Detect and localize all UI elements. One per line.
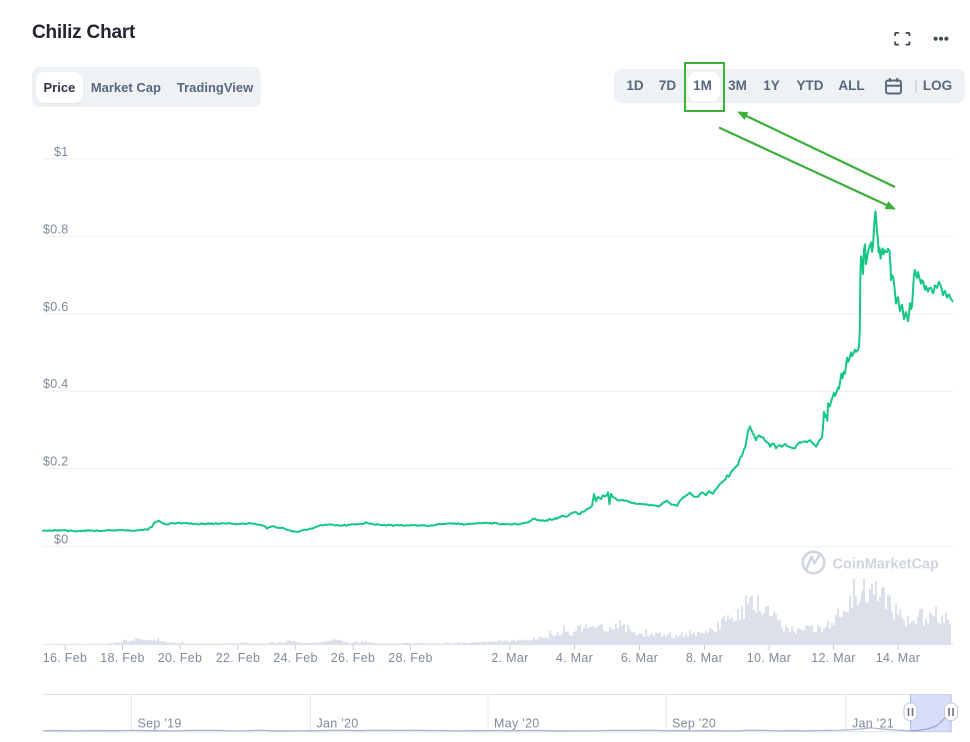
svg-text:May '20: May '20 — [494, 717, 539, 731]
svg-text:Sep '20: Sep '20 — [672, 717, 716, 731]
svg-text:22. Feb: 22. Feb — [216, 651, 261, 665]
svg-text:$0.6: $0.6 — [43, 300, 69, 314]
svg-text:6. Mar: 6. Mar — [621, 651, 658, 665]
svg-text:10. Mar: 10. Mar — [747, 651, 791, 665]
svg-text:8. Mar: 8. Mar — [686, 651, 723, 665]
svg-text:Sep '19: Sep '19 — [138, 717, 182, 731]
svg-text:$0.4: $0.4 — [43, 377, 69, 391]
svg-text:$0: $0 — [54, 533, 69, 547]
svg-text:CoinMarketCap: CoinMarketCap — [833, 557, 939, 573]
svg-text:20. Feb: 20. Feb — [158, 651, 203, 665]
svg-text:18. Feb: 18. Feb — [100, 651, 145, 665]
svg-text:$0.2: $0.2 — [43, 455, 69, 469]
svg-text:$0.8: $0.8 — [43, 222, 69, 236]
svg-text:Jan '20: Jan '20 — [317, 717, 359, 731]
svg-text:4. Mar: 4. Mar — [556, 651, 593, 665]
svg-text:$1: $1 — [54, 145, 69, 159]
svg-text:28. Feb: 28. Feb — [388, 651, 433, 665]
svg-text:24. Feb: 24. Feb — [273, 651, 318, 665]
svg-text:2. Mar: 2. Mar — [491, 651, 528, 665]
svg-text:Jan '21: Jan '21 — [852, 717, 894, 731]
svg-text:14. Mar: 14. Mar — [876, 651, 920, 665]
svg-text:26. Feb: 26. Feb — [331, 651, 376, 665]
svg-text:12. Mar: 12. Mar — [811, 651, 855, 665]
svg-text:16. Feb: 16. Feb — [43, 651, 88, 665]
